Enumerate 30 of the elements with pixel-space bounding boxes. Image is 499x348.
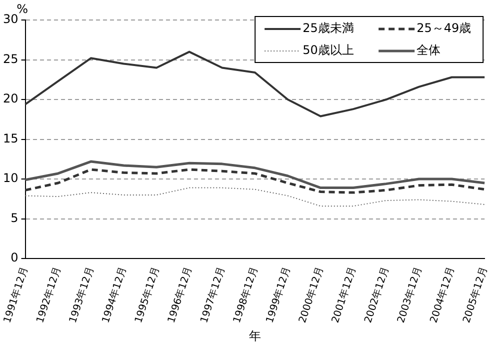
x-tick-label: 2001年12月 [329, 265, 359, 324]
y-tick-label: 0 [10, 250, 18, 265]
y-tick-label: 30 [2, 12, 18, 26]
x-tick-label: 1993年12月 [66, 265, 96, 324]
x-tick-label: 2004年12月 [428, 265, 458, 324]
x-tick-label: 2002年12月 [362, 265, 392, 324]
y-tick-label: 5 [10, 210, 18, 225]
y-axis-title: % [16, 2, 28, 16]
legend-label: 50歳以上 [302, 43, 354, 58]
x-tick-label: 1998年12月 [230, 265, 260, 324]
x-tick-label: 1991年12月 [1, 265, 31, 324]
legend-label: 全体 [416, 43, 441, 58]
legend-label: 25歳未満 [302, 21, 354, 36]
x-axis-title: 年 [248, 328, 261, 343]
x-tick-label: 1997年12月 [198, 265, 228, 324]
x-tick-label: 1996年12月 [165, 265, 195, 324]
y-tick-label: 15 [2, 131, 18, 146]
x-tick-label: 1999年12月 [264, 265, 294, 324]
y-tick-label: 25 [2, 52, 18, 66]
legend-label: 25～49歳 [416, 21, 472, 36]
line-series [24, 187, 486, 207]
x-tick-label: 1995年12月 [132, 265, 162, 324]
x-tick-label: 1994年12月 [100, 265, 130, 324]
x-tick-label: 2005年12月 [460, 265, 490, 324]
y-tick-label: 10 [2, 171, 18, 186]
x-tick-label: 2003年12月 [394, 265, 424, 324]
line-series [24, 168, 486, 194]
x-tick-label: 1992年12月 [34, 265, 64, 324]
y-tick-label: 20 [2, 92, 18, 106]
x-tick-label: 2000年12月 [296, 265, 326, 324]
